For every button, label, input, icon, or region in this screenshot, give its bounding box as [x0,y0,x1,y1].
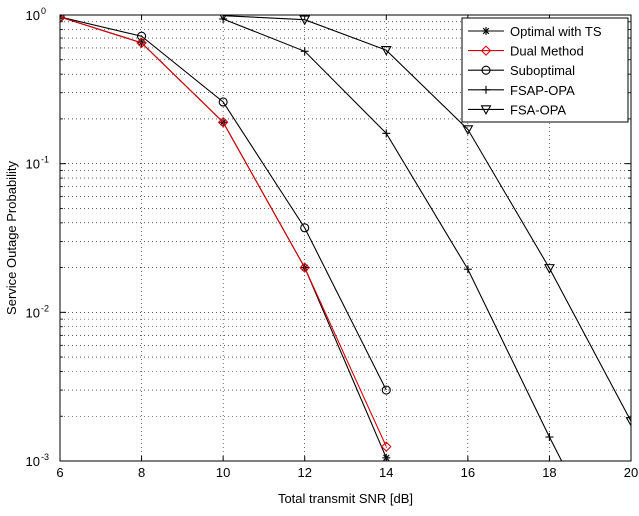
y-tick-label: 10 [26,8,40,23]
data-point-marker [380,46,392,56]
legend-label: FSAP-OPA [510,83,575,98]
x-tick-label: 8 [138,465,145,480]
legend-marker [482,27,490,35]
y-tick-exponent: -2 [41,303,49,313]
x-tick-label: 10 [216,465,230,480]
legend-label: FSA-OPA [510,102,566,117]
legend-label: Suboptimal [510,63,575,78]
y-tick-exponent: 0 [41,6,46,16]
y-tick-exponent: -3 [41,452,49,462]
legend-marker [481,65,491,75]
data-point-marker [300,223,310,233]
data-point-marker [543,264,555,274]
plot-frame [59,14,632,462]
data-point-marker [625,417,631,427]
legend-label: Dual Method [510,44,584,59]
x-tick-label: 6 [56,465,63,480]
data-point-marker [136,37,147,49]
x-tick-label: 14 [379,465,393,480]
x-tick-label: 20 [624,465,638,480]
legend-marker [480,105,492,116]
data-point-marker [299,262,310,273]
data-point-marker [381,385,391,395]
series-fsa-opa [219,15,631,427]
series-line [223,15,631,422]
legend-label: Optimal with TS [510,24,602,39]
x-tick-label: 18 [542,465,556,480]
x-tick-label: 16 [461,465,475,480]
data-point-marker [217,116,229,128]
y-tick-label: 10 [26,157,40,172]
x-tick-label: 12 [297,465,311,480]
series-dual-method [60,15,392,452]
y-tick-exponent: -1 [41,155,49,165]
legend: Optimal with TS Dual Method Suboptimal FSAP… [461,17,629,123]
legend-marker [480,45,492,56]
series-line [60,16,387,391]
series-line [222,18,563,461]
series-layer [60,15,631,461]
data-point-marker [462,125,474,136]
series-line [60,16,387,447]
y-tick-label: 10 [26,305,40,320]
data-point-marker [219,15,227,22]
data-point-marker [381,441,392,452]
x-axis-label: Total transmit SNR [dB] [278,491,413,506]
data-point-marker [218,97,228,107]
y-tick-label: 10 [26,454,40,469]
y-axis-label: Service Outage Probability [4,161,19,315]
